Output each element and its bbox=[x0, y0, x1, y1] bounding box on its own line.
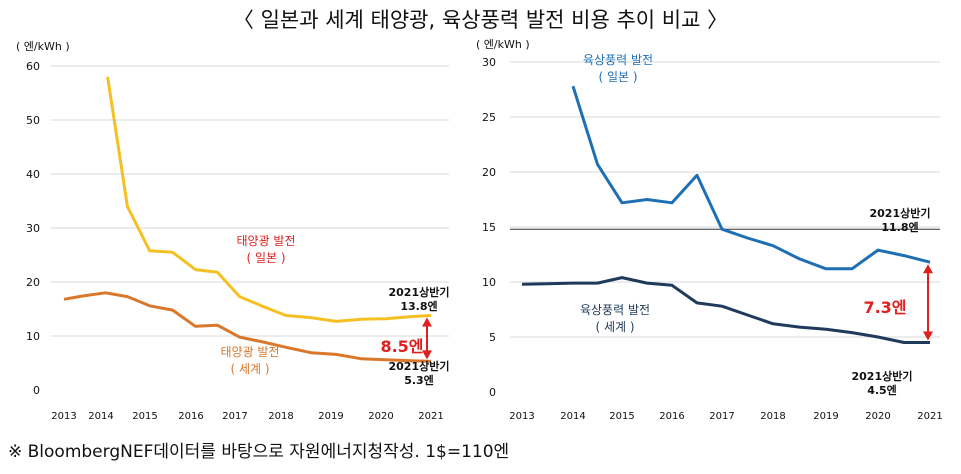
x-tick-label: 2019 bbox=[318, 411, 343, 422]
series-line-1 bbox=[63, 291, 432, 363]
x-tick-label: 2015 bbox=[132, 411, 157, 422]
world-end-label-line-0: 2021상반기 bbox=[852, 369, 913, 383]
japan-end-label-line-0: 2021상반기 bbox=[870, 206, 931, 220]
y-tick-label: 50 bbox=[26, 114, 40, 127]
series-label-1-line-0: 태양광 발전 bbox=[220, 345, 279, 359]
gap-label: 7.3엔 bbox=[863, 298, 906, 317]
gap-arrow-head-bottom bbox=[422, 350, 432, 360]
y-tick-label: 25 bbox=[482, 111, 496, 124]
series-line-0 bbox=[571, 85, 931, 271]
y-tick-label: 10 bbox=[482, 276, 496, 289]
y-tick-label: 0 bbox=[33, 384, 40, 397]
series-label-0-line-0: 태양광 발전 bbox=[236, 234, 295, 248]
x-tick-label: 2013 bbox=[509, 411, 534, 422]
x-tick-label: 2017 bbox=[709, 411, 734, 422]
x-tick-label: 2016 bbox=[178, 411, 203, 422]
series-label-1-line-1: ( 세계 ) bbox=[230, 362, 269, 376]
wind-cost-chart: ( 엔/kWh ) 0 5 10 15 20 25 30 2013 2014 2015 2016 201… bbox=[476, 38, 943, 422]
y-tick-label: 40 bbox=[26, 168, 40, 181]
x-tick-label: 2013 bbox=[51, 411, 76, 422]
y-tick-label: 0 bbox=[489, 386, 496, 399]
x-tick-label: 2018 bbox=[268, 411, 293, 422]
japan-end-label-line-0: 2021상반기 bbox=[389, 285, 450, 299]
source-footnote: ※ BloombergNEF데이터를 바탕으로 자원에너지청작성. 1$=110… bbox=[8, 442, 510, 462]
gap-arrow-head-top bbox=[923, 264, 933, 274]
series-label-0-line-1: ( 일본 ) bbox=[246, 251, 285, 265]
x-tick-label: 2021 bbox=[917, 411, 942, 422]
x-tick-label: 2014 bbox=[560, 411, 585, 422]
x-tick-label: 2020 bbox=[368, 411, 393, 422]
series-line-1 bbox=[521, 276, 930, 344]
y-unit-label: ( 엔/kWh ) bbox=[16, 40, 70, 53]
solar-cost-chart: ( 엔/kWh ) 0 10 20 30 40 50 60 2013 2014 2015 2016 20… bbox=[16, 40, 450, 422]
series-label-0-line-1: ( 일본 ) bbox=[598, 70, 637, 84]
world-end-label-line-0: 2021상반기 bbox=[389, 359, 450, 373]
x-tick-label: 2018 bbox=[760, 411, 785, 422]
y-tick-label: 60 bbox=[26, 60, 40, 73]
japan-end-label-line-1: 11.8엔 bbox=[881, 220, 918, 234]
y-tick-label: 30 bbox=[482, 56, 496, 69]
world-end-label-line-1: 5.3엔 bbox=[404, 373, 434, 387]
gap-label: 8.5엔 bbox=[380, 337, 423, 356]
series-line-0 bbox=[106, 76, 432, 323]
series-label-0-line-0: 육상풍력 발전 bbox=[583, 53, 653, 67]
japan-end-label-line-1: 13.8엔 bbox=[400, 299, 437, 313]
x-tick-label: 2020 bbox=[865, 411, 890, 422]
x-tick-label: 2016 bbox=[659, 411, 684, 422]
x-tick-label: 2014 bbox=[88, 411, 113, 422]
y-tick-label: 15 bbox=[482, 221, 496, 234]
y-tick-label: 10 bbox=[26, 330, 40, 343]
world-end-label-line-1: 4.5엔 bbox=[867, 383, 897, 397]
x-tick-label: 2019 bbox=[813, 411, 838, 422]
y-tick-label: 30 bbox=[26, 222, 40, 235]
x-tick-label: 2021 bbox=[418, 411, 443, 422]
x-tick-label: 2015 bbox=[609, 411, 634, 422]
x-tick-label: 2017 bbox=[222, 411, 247, 422]
gap-arrow-head-top bbox=[422, 317, 432, 327]
series-label-1-line-1: ( 세계 ) bbox=[595, 320, 634, 334]
y-tick-label: 20 bbox=[26, 276, 40, 289]
gap-arrow-head-bottom bbox=[923, 331, 933, 341]
y-tick-label: 20 bbox=[482, 166, 496, 179]
y-tick-label: 5 bbox=[489, 331, 496, 344]
page-title: 〈 일본과 세계 태양광, 육상풍력 발전 비용 추이 비교 〉 bbox=[232, 8, 729, 32]
y-unit-label: ( 엔/kWh ) bbox=[476, 38, 530, 51]
series-label-1-line-0: 육상풍력 발전 bbox=[580, 303, 650, 317]
